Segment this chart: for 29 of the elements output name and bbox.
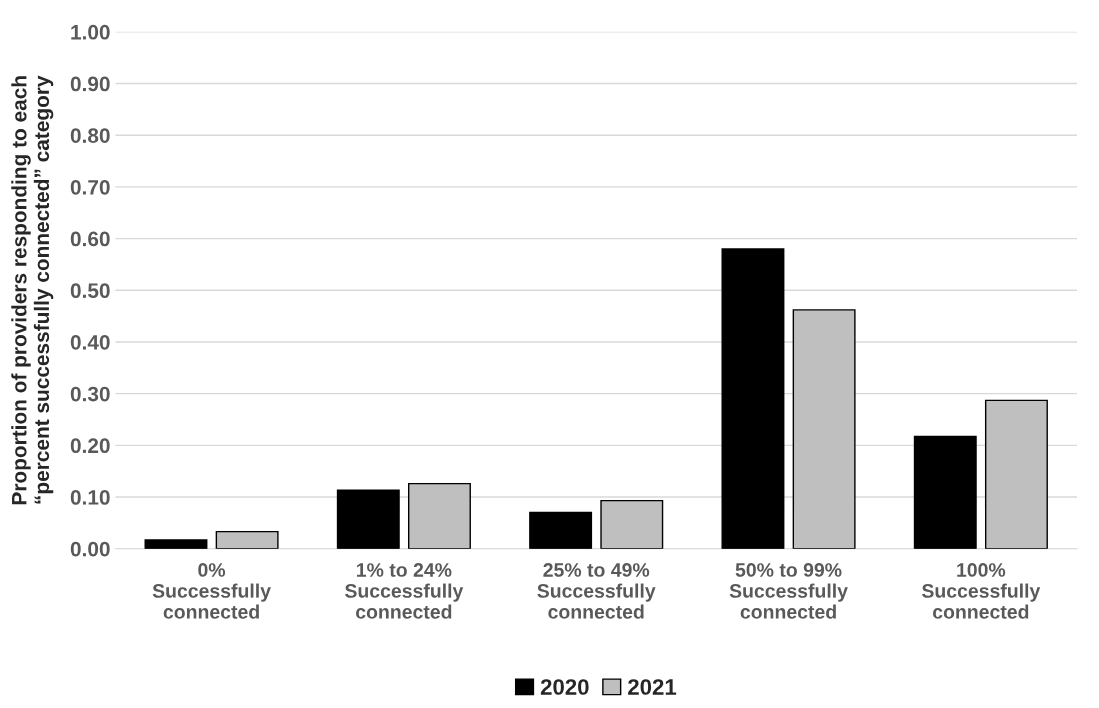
x-tick-label: 0% Successfully connected	[152, 563, 271, 619]
y-tick-label: 0.90	[70, 76, 110, 92]
y-tick-label: 1.00	[71, 24, 110, 40]
x-tick-label: 25% to 49% Successfully connected	[537, 563, 656, 619]
y-tick-label: 0.00	[70, 541, 110, 557]
x-tick-label: 1% to 24% Successfully connected	[345, 563, 464, 619]
bar	[792, 309, 856, 549]
bar	[721, 248, 785, 549]
bar	[407, 482, 471, 549]
y-tick-label: 0.30	[70, 386, 110, 402]
bar	[600, 499, 664, 549]
y-tick-label: 0.50	[70, 283, 110, 299]
x-tick-label: 50% to 99% Successfully connected	[729, 563, 848, 619]
bar	[529, 511, 593, 549]
y-tick-label: 0.20	[70, 438, 110, 454]
y-tick-label: 0.80	[70, 128, 110, 143]
bar	[913, 435, 977, 549]
bar	[336, 489, 400, 549]
y-tick-label: 0.70	[70, 179, 110, 195]
x-tick-label: 100% Successfully connected	[921, 563, 1041, 619]
legend-label: 2020	[540, 679, 589, 695]
bar	[144, 539, 208, 549]
legend-label: 2021	[628, 679, 677, 695]
bar	[215, 530, 279, 549]
bar	[984, 399, 1048, 549]
y-axis-title: Proportion of providers responding to each “percent successfully connected” category	[11, 75, 54, 505]
y-tick-label: 0.40	[70, 334, 110, 350]
y-tick-label: 0.10	[70, 490, 110, 505]
y-tick-label: 0.60	[70, 231, 110, 247]
